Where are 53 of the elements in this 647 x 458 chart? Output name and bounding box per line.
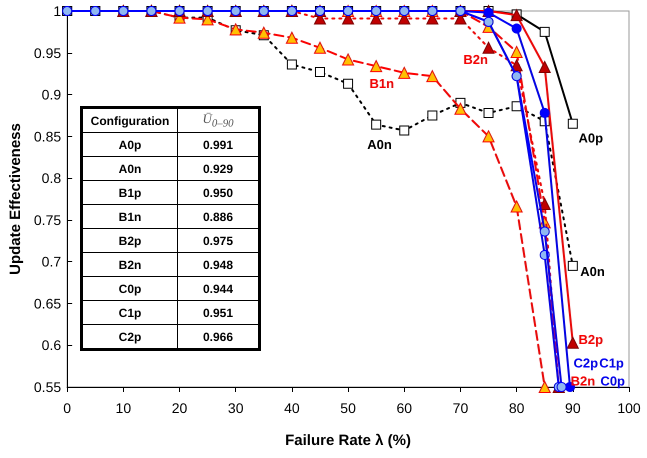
x-tick-label: 90 xyxy=(565,400,581,416)
text: B2n xyxy=(570,374,596,389)
text: Configuration xyxy=(82,108,178,132)
text: 0.929 xyxy=(202,162,234,176)
category-label: B2p xyxy=(82,228,178,252)
y-tick-label: 0.85 xyxy=(34,128,62,144)
x-tick-label: 30 xyxy=(228,400,244,416)
category-label: B1n xyxy=(82,204,178,228)
x-tick-label: 20 xyxy=(172,400,188,416)
text: 0.944 xyxy=(202,282,234,296)
text: A0n xyxy=(367,137,392,152)
y-axis-title: Update Effectiveness xyxy=(7,123,24,275)
y-tick-label: 0.8 xyxy=(42,170,62,186)
text: C1p xyxy=(599,355,624,370)
x-tick-label: 10 xyxy=(116,400,132,416)
category-label: B1p xyxy=(82,180,178,204)
series-label: C0p xyxy=(600,374,626,389)
y-tick-label: 0.55 xyxy=(34,379,62,395)
text: 0.950 xyxy=(202,186,234,200)
x-tick-label: 40 xyxy=(284,400,300,416)
text: 0.951 xyxy=(202,306,234,320)
text: Ū$_{0–90}$ xyxy=(178,108,260,132)
y-tick-label: 0.7 xyxy=(42,254,62,270)
category-label: C1p xyxy=(82,300,178,324)
text: 0.886 xyxy=(202,210,234,224)
y-tick-label: 0.65 xyxy=(34,295,62,312)
series-label: A0p xyxy=(578,130,604,146)
category-label: C0p xyxy=(82,276,178,300)
series-label: B2p xyxy=(578,332,604,347)
x-tick-label: 0 xyxy=(63,400,72,416)
x-axis-title: Failure Rate λ (%) xyxy=(285,432,412,449)
x-tick-label: 60 xyxy=(396,400,412,416)
y-tick-label: 0.75 xyxy=(34,212,62,228)
y-tick-label: 0.6 xyxy=(42,337,62,354)
category-label: B2n xyxy=(82,252,178,276)
y-tick-label: 0.95 xyxy=(34,44,62,61)
text: 0.991 xyxy=(202,138,234,152)
category-label: A0n xyxy=(82,156,178,180)
text: 0.966 xyxy=(202,330,234,344)
series-label: B2n xyxy=(463,52,488,67)
x-tick-label: 50 xyxy=(340,400,356,416)
series-label: B1n xyxy=(370,76,394,92)
category-label: A0p xyxy=(82,132,178,156)
y-tick-label: 0.9 xyxy=(42,86,62,103)
x-tick-label: 100 xyxy=(617,400,641,416)
x-tick-label: 70 xyxy=(452,400,468,416)
text: 0.975 xyxy=(202,234,234,248)
y-tick-label: 1 xyxy=(53,3,62,19)
category-label: C2p xyxy=(82,324,178,350)
x-tick-label: 80 xyxy=(508,400,525,416)
series-label: C2p xyxy=(573,355,598,370)
text: 0.948 xyxy=(202,258,234,272)
series-label: A0n xyxy=(580,264,605,280)
